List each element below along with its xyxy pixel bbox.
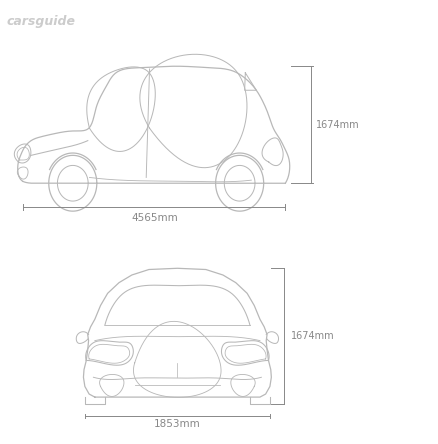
Text: 1674mm: 1674mm (316, 120, 360, 130)
Text: 4565mm: 4565mm (131, 213, 178, 223)
Text: 1674mm: 1674mm (291, 331, 335, 341)
Text: carsguide: carsguide (6, 15, 75, 28)
Text: 1853mm: 1853mm (154, 419, 201, 429)
